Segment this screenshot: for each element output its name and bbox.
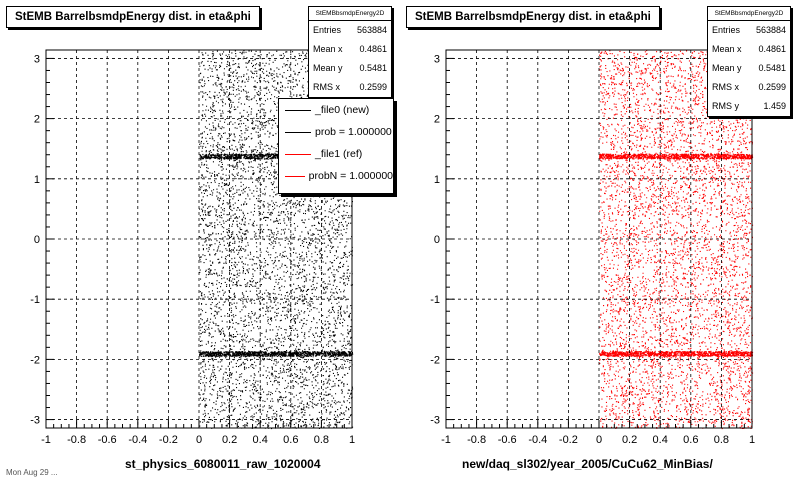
left-x-tick-label-1: -0.8 (67, 434, 86, 446)
left-y-tick-label-6: 3 (34, 53, 40, 65)
left-x-axis-title: st_physics_6080011_raw_1020004 (125, 457, 321, 471)
left-dense-band-1 (199, 351, 354, 357)
right-chart-title: StEMB BarrelbsmdpEnergy dist. in eta&phi (406, 6, 660, 28)
left-stats-name: StEMBbsmdpEnergy2D (309, 7, 391, 21)
left-x-tick-label-5: 0 (196, 434, 202, 446)
right-y-tick-label-2: -1 (430, 294, 440, 306)
left-x-tick-label-2: -0.6 (98, 434, 117, 446)
right-scatter-points (599, 50, 754, 430)
right-stats-box: StEMBbsmdpEnergy2D Entries 563884 Mean x… (707, 6, 791, 117)
left-x-tick-label-9: 0.8 (314, 434, 329, 446)
left-x-tick-label-3: -0.4 (128, 434, 147, 446)
left-y-tick-label-5: 2 (34, 114, 40, 126)
footer-timestamp: Mon Aug 29 ... (6, 468, 58, 477)
left-x-tick-label-6: 0.2 (222, 434, 237, 446)
left-x-tick-label-4: -0.2 (159, 434, 178, 446)
right-x-tick-label-2: -0.6 (498, 434, 517, 446)
right-stats-row-entries: Entries 563884 (712, 25, 786, 35)
left-x-tick-label-0: -1 (41, 434, 51, 446)
right-dense-band-1 (599, 351, 753, 357)
left-stats-box: StEMBbsmdpEnergy2D Entries 563884 Mean x… (308, 6, 392, 98)
right-x-tick-label-5: 0 (596, 434, 602, 446)
right-x-axis: -1 -0.8 -0.6 -0.4 -0.2 0 0.2 0.4 0.6 0.8 1 (441, 420, 755, 446)
right-x-tick-label-3: -0.4 (528, 434, 547, 446)
right-x-tick-label-10: 1 (749, 434, 755, 446)
left-grid (46, 50, 352, 428)
right-stats-row-rms-x: RMS x 0.2599 (712, 82, 786, 92)
legend-entry-file0: _file0 (new) (279, 99, 393, 121)
right-x-tick-label-1: -0.8 (467, 434, 486, 446)
legend-line-file1 (285, 153, 311, 155)
left-chart-title: StEMB BarrelbsmdpEnergy dist. in eta&phi (6, 6, 260, 28)
right-x-tick-label-7: 0.4 (653, 434, 668, 446)
legend-line-prob (285, 131, 311, 133)
right-y-tick-label-4: 1 (434, 174, 440, 186)
legend-entry-prob: prob = 1.000000 (279, 121, 393, 143)
left-x-tick-label-7: 0.4 (253, 434, 268, 446)
left-x-tick-label-10: 1 (349, 434, 355, 446)
right-x-tick-label-0: -1 (441, 434, 451, 446)
right-dense-band-0 (599, 153, 754, 160)
right-scatter-plot: -1 -0.8 -0.6 -0.4 -0.2 0 0.2 0.4 0.6 0.8 1 -3 -2 -1 0 1… (430, 49, 755, 446)
left-stats-row-mean-x: Mean x 0.4861 (313, 44, 387, 54)
right-x-tick-label-6: 0.2 (622, 434, 637, 446)
right-y-axis: -3 -2 -1 0 1 2 3 (430, 53, 454, 427)
right-stats-row-mean-y: Mean y 0.5481 (712, 63, 786, 73)
left-y-tick-label-2: -1 (30, 294, 40, 306)
right-y-tick-label-0: -3 (430, 415, 440, 427)
right-stats-name: StEMBbsmdpEnergy2D (708, 7, 790, 21)
left-y-tick-label-1: -2 (30, 354, 40, 366)
right-y-tick-label-6: 3 (434, 53, 440, 65)
left-legend: _file0 (new) prob = 1.000000 _file1 (ref… (278, 98, 394, 194)
left-y-tick-label-4: 1 (34, 174, 40, 186)
right-x-axis-title: new/daq_sl302/year_2005/CuCu62_MinBias/ (462, 457, 713, 471)
left-stats-row-rms-x: RMS x 0.2599 (313, 82, 387, 92)
right-chart-title-text: StEMB BarrelbsmdpEnergy dist. in eta&phi (415, 11, 651, 23)
right-y-tick-label-3: 0 (434, 234, 440, 246)
left-x-tick-label-8: 0.6 (283, 434, 298, 446)
legend-line-file0 (285, 109, 311, 111)
left-x-axis: -1 -0.8 -0.6 -0.4 -0.2 0 0.2 0.4 0.6 0.8 1 (41, 420, 355, 446)
legend-entry-file1: _file1 (ref) (279, 143, 393, 165)
left-stats-row-entries: Entries 563884 (313, 25, 387, 35)
right-x-tick-label-9: 0.8 (714, 434, 729, 446)
left-stats-row-mean-y: Mean y 0.5481 (313, 63, 387, 73)
right-stats-row-rms-y: RMS y 1.459 (712, 101, 786, 111)
legend-entry-probn: probN = 1.000000 (279, 165, 393, 187)
left-y-axis: -3 -2 -1 0 1 2 3 (30, 53, 54, 427)
left-chart-title-text: StEMB BarrelbsmdpEnergy dist. in eta&phi (15, 11, 251, 23)
right-y-tick-label-1: -2 (430, 354, 440, 366)
right-data-points (599, 50, 754, 430)
right-y-tick-label-5: 2 (434, 114, 440, 126)
left-y-tick-label-3: 0 (34, 234, 40, 246)
right-x-tick-label-4: -0.2 (559, 434, 578, 446)
left-y-tick-label-0: -3 (30, 415, 40, 427)
right-stats-row-mean-x: Mean x 0.4861 (712, 44, 786, 54)
right-x-tick-label-8: 0.6 (683, 434, 698, 446)
legend-line-probn (285, 175, 305, 177)
